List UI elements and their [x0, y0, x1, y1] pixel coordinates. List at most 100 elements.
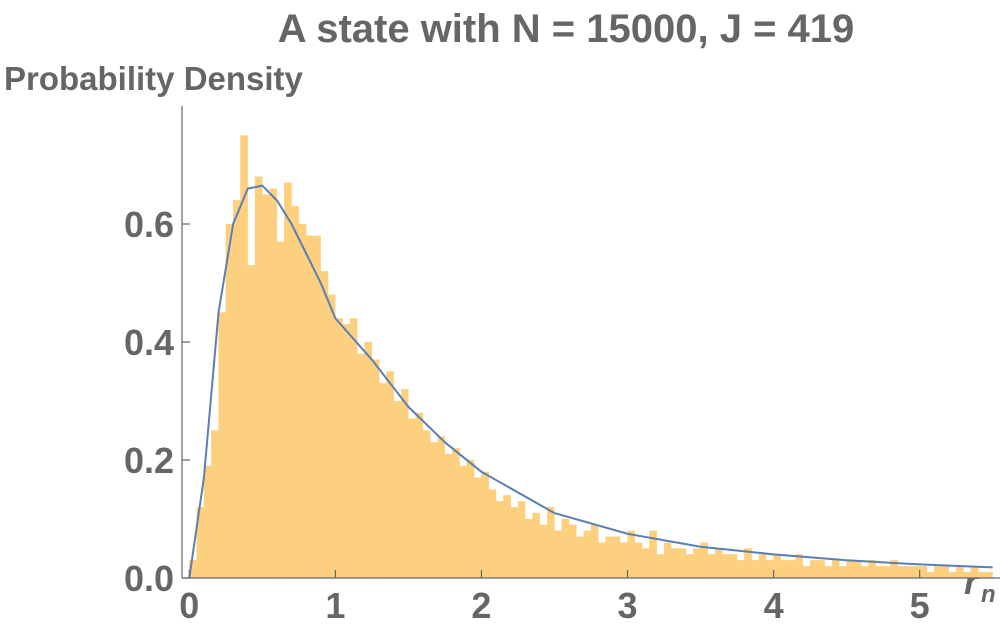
histogram-bar: [225, 223, 234, 579]
histogram-bar: [320, 271, 329, 579]
histogram-bar: [831, 560, 840, 579]
histogram-bar: [788, 560, 796, 579]
histogram-bar: [641, 548, 650, 579]
histogram-bar: [656, 554, 665, 579]
histogram-bar: [247, 265, 256, 579]
histogram-bar: [882, 566, 891, 579]
histogram-bar: [386, 371, 394, 579]
x-tick-label: 1: [325, 585, 345, 626]
histogram-bar: [875, 566, 884, 579]
histogram-bar: [948, 571, 957, 579]
y-tick-label: 0.6: [124, 204, 174, 245]
histogram-bar: [722, 554, 730, 579]
histogram-bar: [795, 554, 803, 579]
histogram-bar: [539, 524, 548, 579]
plot-area: [189, 135, 993, 579]
histogram-bar: [525, 518, 533, 579]
histogram-bar: [868, 560, 876, 579]
histogram-bar: [590, 524, 599, 579]
histogram-bar: [817, 560, 825, 579]
x-tick-label: 5: [910, 585, 930, 626]
histogram-bar: [809, 560, 818, 579]
histogram-bar: [459, 465, 467, 579]
histogram-bar: [612, 536, 621, 579]
histogram-bar: [934, 566, 942, 579]
histogram-bar: [977, 571, 986, 579]
y-axis-label: Probability Density: [4, 60, 304, 97]
histogram-bar: [284, 182, 292, 579]
histogram-bar: [349, 318, 358, 579]
histogram-bar: [561, 518, 570, 579]
histogram-bar: [970, 566, 979, 579]
histogram-bar: [802, 566, 811, 579]
fit-curve: [188, 184, 993, 579]
histogram-bar: [547, 507, 555, 579]
x-tick-label: 0: [179, 585, 199, 626]
histogram-bar: [707, 554, 716, 579]
histogram-bar: [839, 566, 847, 579]
histogram-bar: [444, 453, 453, 579]
y-tick-label: 0.0: [124, 558, 174, 599]
histogram-bar: [357, 353, 365, 579]
histogram-bar: [211, 430, 219, 579]
histogram-bar: [758, 554, 767, 579]
histogram-bar: [824, 566, 833, 579]
histogram-bar: [620, 542, 628, 579]
histogram-bar: [379, 383, 387, 579]
histogram-bar: [568, 524, 577, 579]
histogram-bar: [342, 324, 351, 579]
histogram-bar: [269, 188, 278, 579]
histogram-bar: [371, 359, 380, 579]
histogram-bar: [415, 412, 424, 579]
histogram-bar: [678, 548, 687, 579]
histogram-bar: [715, 548, 723, 579]
histogram-bar: [481, 471, 489, 579]
histogram-bar: [846, 560, 855, 579]
histogram-bar: [897, 566, 906, 579]
histogram-bar: [736, 560, 745, 579]
histogram-bar: [503, 495, 511, 579]
x-axis-label-subscript: n: [981, 581, 996, 608]
histogram-bar: [313, 235, 321, 579]
histogram-bar: [203, 465, 212, 579]
histogram-bar: [576, 536, 584, 579]
y-tick-label: 0.4: [124, 322, 174, 363]
histogram-bar: [583, 530, 592, 579]
histogram-bar: [627, 530, 635, 579]
histogram-bar: [671, 548, 679, 579]
histogram-bar: [663, 542, 672, 579]
histogram-bar: [393, 400, 402, 579]
histogram-bar: [232, 200, 241, 579]
histogram-bar: [685, 554, 694, 579]
histogram-bar: [335, 318, 343, 579]
histogram-bar: [919, 566, 928, 579]
histogram-bar: [634, 542, 643, 579]
histogram-bar: [861, 566, 869, 579]
chart-title: A state with N = 15000, J = 419: [278, 7, 855, 51]
histogram-bar: [853, 560, 862, 579]
histogram-bar: [985, 571, 993, 579]
x-tick-label: 2: [471, 585, 491, 626]
histogram-bar: [766, 560, 774, 579]
histogram-bar: [422, 430, 431, 579]
histogram-bar: [956, 566, 964, 579]
histogram-bar: [298, 223, 307, 579]
histogram-bar: [605, 536, 614, 579]
x-tick-label: 3: [618, 585, 638, 626]
histogram-bar: [912, 566, 920, 579]
histogram-bar: [488, 489, 497, 579]
histogram-bar: [941, 566, 950, 579]
histogram-bar: [466, 459, 475, 579]
histogram-bar: [598, 542, 606, 579]
histogram-bar: [517, 501, 526, 579]
histogram-bar: [751, 560, 760, 579]
histogram-bar: [729, 554, 738, 579]
histogram-bar: [693, 548, 701, 579]
histogram-bar: [780, 560, 789, 579]
histogram-bar: [926, 571, 935, 579]
histogram-bar: [430, 442, 438, 579]
histogram-bar: [291, 206, 300, 579]
histogram-bar: [276, 241, 285, 579]
histogram-bar: [218, 312, 226, 579]
